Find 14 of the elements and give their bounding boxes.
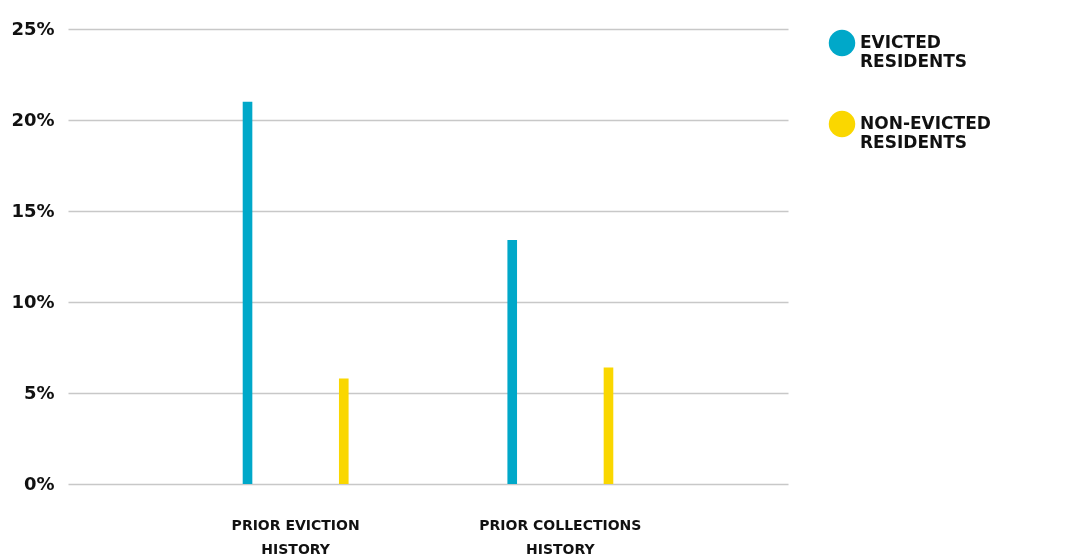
bar bbox=[242, 101, 253, 484]
x-tick-label: PRIOR EVICTION HISTORY bbox=[231, 516, 360, 556]
y-tick-label: 10% bbox=[11, 290, 55, 312]
legend-label: EVICTED RESIDENTS bbox=[860, 32, 968, 71]
y-tick-label: 5% bbox=[23, 381, 55, 403]
bar bbox=[338, 378, 349, 484]
x-tick-label: PRIOR COLLECTIONS HISTORY bbox=[479, 516, 642, 556]
y-tick-label: 0% bbox=[23, 472, 55, 494]
y-tick-label: 25% bbox=[11, 17, 55, 39]
bar bbox=[507, 240, 518, 484]
y-tick-label: 15% bbox=[11, 199, 55, 221]
legend-label: NON-EVICTED RESIDENTS bbox=[860, 113, 991, 152]
y-tick-label: 20% bbox=[11, 108, 55, 130]
bar bbox=[603, 367, 614, 484]
